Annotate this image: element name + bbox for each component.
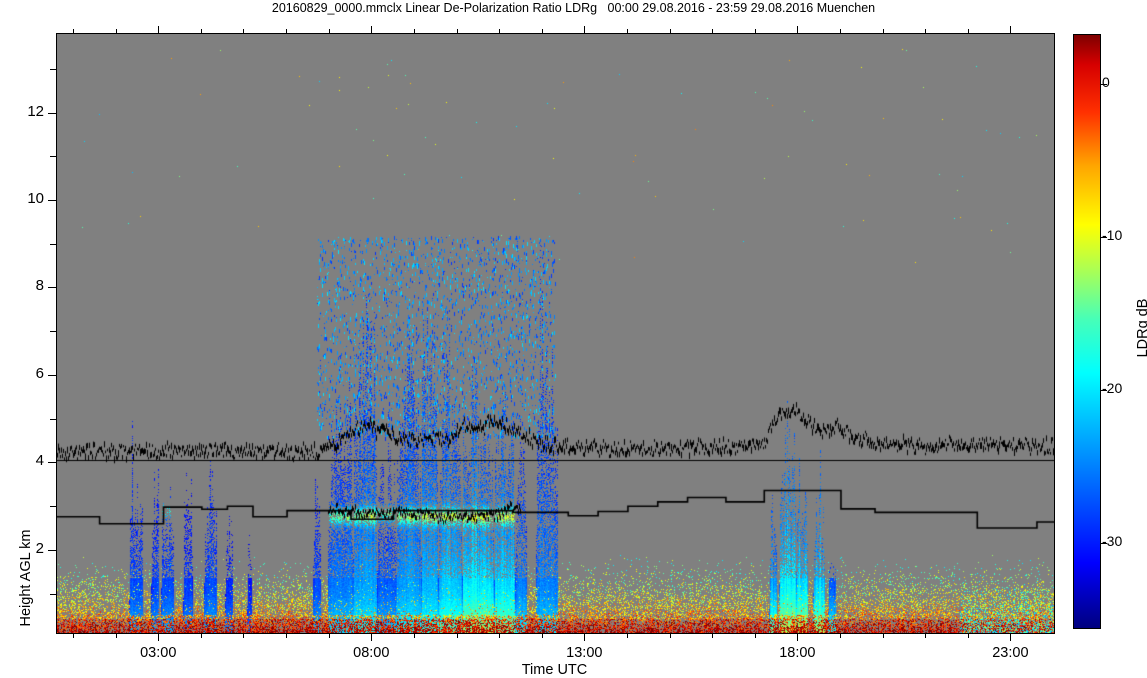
x-tick-major-top — [797, 26, 799, 34]
x-tick-minor-top — [286, 29, 288, 34]
x-tick-major-top — [371, 26, 373, 34]
x-tick-minor-top — [967, 29, 969, 34]
x-tick-minor-top — [456, 29, 458, 34]
x-tick-minor — [413, 633, 415, 638]
y-tick-minor — [50, 243, 56, 245]
colorbar-gradient — [1074, 35, 1100, 628]
colorbar-tick — [1100, 84, 1107, 86]
x-tick-minor-top — [243, 29, 245, 34]
page-title: 20160829_0000.mmclx Linear De-Polarizati… — [271, 1, 876, 15]
colorbar — [1073, 34, 1101, 629]
x-tick-major — [371, 633, 373, 641]
plot-area — [56, 33, 1055, 634]
heatmap-canvas — [57, 34, 1054, 633]
x-tick-minor — [839, 633, 841, 638]
x-tick-minor-top — [541, 29, 543, 34]
colorbar-tick — [1100, 542, 1107, 544]
x-tick-minor-top — [669, 29, 671, 34]
x-tick-minor — [925, 633, 927, 638]
y-tick-label: 12 — [27, 102, 44, 120]
x-tick-minor — [286, 633, 288, 638]
colorbar-tick — [1100, 237, 1107, 239]
x-tick-label: 08:00 — [353, 645, 390, 661]
x-tick-minor-top — [754, 29, 756, 34]
x-tick-major — [797, 633, 799, 641]
x-tick-minor — [456, 633, 458, 638]
x-tick-major — [1010, 633, 1012, 641]
y-tick-minor — [50, 331, 56, 333]
x-tick-minor-top — [499, 29, 501, 34]
x-axis-label: Time UTC — [521, 662, 588, 678]
y-tick-major — [48, 374, 56, 376]
x-tick-major-top — [158, 26, 160, 34]
x-tick-minor — [712, 633, 714, 638]
y-tick-major — [48, 549, 56, 551]
colorbar-label: LDRg dB — [1135, 298, 1147, 358]
y-tick-label: 8 — [35, 277, 44, 295]
y-tick-major — [48, 462, 56, 464]
x-tick-minor-top — [839, 29, 841, 34]
x-tick-label: 13:00 — [566, 645, 603, 661]
x-tick-minor-top — [712, 29, 714, 34]
x-tick-minor-top — [925, 29, 927, 34]
x-tick-minor — [541, 633, 543, 638]
x-tick-major — [584, 633, 586, 641]
x-tick-minor — [669, 633, 671, 638]
x-tick-minor-top — [200, 29, 202, 34]
y-tick-minor — [50, 156, 56, 158]
colorbar-tick-label: 0 — [1102, 74, 1110, 91]
x-tick-minor-top — [73, 29, 75, 34]
colorbar-tick — [1100, 390, 1107, 392]
x-tick-minor-top — [413, 29, 415, 34]
y-tick-major — [48, 287, 56, 289]
x-tick-label: 23:00 — [992, 645, 1029, 661]
x-tick-major-top — [584, 26, 586, 34]
colorbar-tick-label: -10 — [1102, 227, 1123, 244]
x-tick-minor — [200, 633, 202, 638]
colorbar-tick-label: -30 — [1102, 532, 1123, 549]
x-tick-minor — [499, 633, 501, 638]
x-tick-minor — [754, 633, 756, 638]
y-tick-label: 10 — [27, 190, 44, 208]
x-tick-minor — [626, 633, 628, 638]
y-tick-minor — [50, 506, 56, 508]
x-tick-minor-top — [882, 29, 884, 34]
x-tick-minor-top — [115, 29, 117, 34]
x-tick-label: 03:00 — [140, 645, 177, 661]
x-tick-minor — [243, 633, 245, 638]
x-tick-label: 18:00 — [779, 645, 816, 661]
y-tick-major — [48, 200, 56, 202]
x-tick-minor — [328, 633, 330, 638]
x-tick-minor-top — [328, 29, 330, 34]
x-tick-major-top — [1010, 26, 1012, 34]
y-tick-minor — [50, 593, 56, 595]
x-tick-major — [158, 633, 160, 641]
y-tick-label: 4 — [35, 452, 44, 470]
x-tick-minor — [967, 633, 969, 638]
y-tick-major — [48, 112, 56, 114]
y-tick-label: 6 — [35, 364, 44, 382]
y-tick-minor — [50, 418, 56, 420]
colorbar-tick-label: -20 — [1102, 380, 1123, 397]
y-axis-label: Height AGL km — [18, 529, 34, 627]
x-tick-minor — [115, 633, 117, 638]
y-tick-label: 2 — [35, 539, 44, 557]
x-tick-minor — [73, 633, 75, 638]
x-tick-minor-top — [626, 29, 628, 34]
x-tick-minor — [882, 633, 884, 638]
y-tick-minor — [50, 68, 56, 70]
